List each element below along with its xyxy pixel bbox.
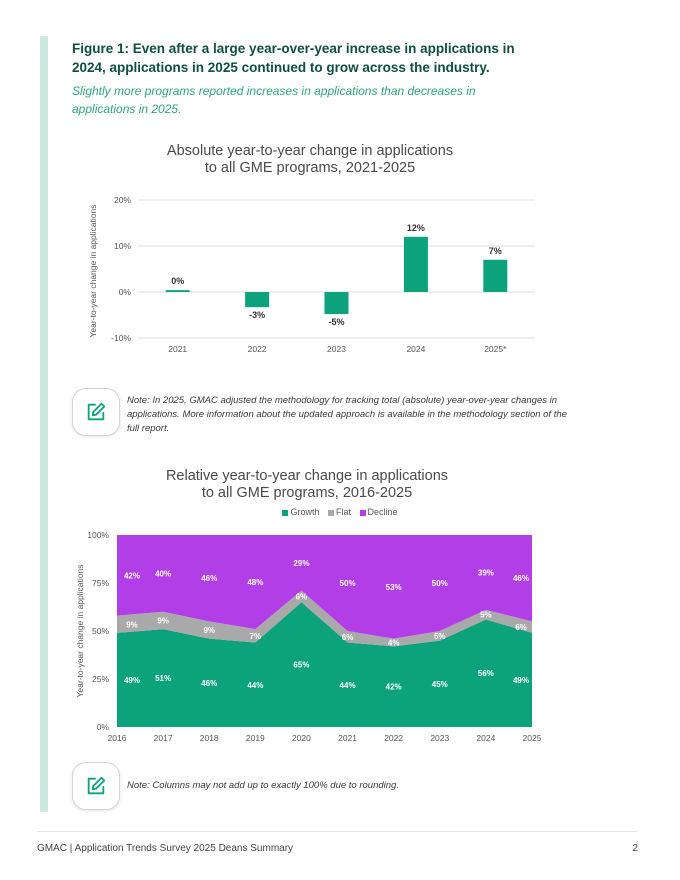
legend-label-growth: Growth xyxy=(290,507,320,517)
x-tick-label: 2025* xyxy=(484,344,507,354)
footer-source: GMAC | Application Trends Survey 2025 De… xyxy=(37,843,294,854)
x-tick-label: 2022 xyxy=(248,344,267,354)
area-data-label-flat: 9% xyxy=(203,626,215,635)
area-chart-title-line2: to all GME programs, 2016-2025 xyxy=(201,485,413,501)
bar-data-label: -3% xyxy=(249,310,265,320)
area-data-label-flat: 5% xyxy=(434,632,446,641)
legend-item-flat: Flat xyxy=(327,507,351,517)
page-number: 2 xyxy=(632,843,638,854)
area-data-label-decline: 50% xyxy=(432,579,448,588)
bar-2023 xyxy=(324,292,349,315)
y-tick-label: 75% xyxy=(92,578,109,588)
area-data-label-decline: 42% xyxy=(124,571,140,580)
bar-chart-title: Absolute year-to-year change in applicat… xyxy=(110,143,510,177)
y-tick-label: 50% xyxy=(92,626,109,636)
bar-data-label: 0% xyxy=(171,276,184,286)
edit-note-icon xyxy=(87,402,106,421)
legend-swatch-growth xyxy=(282,509,289,516)
area-data-label-growth: 51% xyxy=(155,674,171,683)
area-data-label-growth: 49% xyxy=(124,676,140,685)
note-icon-box-2 xyxy=(72,762,120,810)
y-tick-label: 0% xyxy=(119,287,132,297)
area-data-label-decline: 50% xyxy=(340,579,356,588)
x-tick-label: 2024 xyxy=(476,733,495,743)
area-chart-legend: Growth Flat Decline xyxy=(0,507,680,517)
legend-label-flat: Flat xyxy=(335,507,351,517)
area-data-label-growth: 45% xyxy=(432,680,448,689)
x-tick-label: 2018 xyxy=(200,733,219,743)
note-icon-box xyxy=(72,388,120,436)
bar-2025 xyxy=(483,259,508,292)
y-tick-label: 20% xyxy=(114,195,131,205)
legend-item-growth: Growth xyxy=(282,507,319,517)
y-tick-label: 0% xyxy=(97,722,110,732)
area-data-label-flat: 4% xyxy=(388,639,400,648)
area-data-label-flat: 6% xyxy=(342,633,354,642)
y-tick-label: 25% xyxy=(92,674,109,684)
area-data-label-growth: 49% xyxy=(513,676,529,685)
area-data-label-growth: 65% xyxy=(293,661,309,670)
area-data-label-decline: 46% xyxy=(201,574,217,583)
legend-item-decline: Decline xyxy=(359,507,398,517)
area-data-label-growth: 56% xyxy=(478,669,494,678)
area-decline xyxy=(117,535,532,639)
y-tick-label: 10% xyxy=(114,241,131,251)
legend-label-decline: Decline xyxy=(367,507,398,517)
y-axis-label: Year-to-year change in applications xyxy=(88,205,98,338)
x-tick-label: 2022 xyxy=(384,733,403,743)
x-tick-label: 2019 xyxy=(246,733,265,743)
x-tick-label: 2025 xyxy=(523,733,542,743)
area-chart-title: Relative year-to-year change in applicat… xyxy=(107,468,507,502)
x-tick-label: 2023 xyxy=(327,344,346,354)
area-data-label-decline: 39% xyxy=(478,568,494,577)
x-tick-label: 2017 xyxy=(154,733,173,743)
x-tick-label: 2021 xyxy=(338,733,357,743)
methodology-note: Note: In 2025, GMAC adjusted the methodo… xyxy=(127,395,567,434)
bar-data-label: 7% xyxy=(489,246,502,256)
figure-subtitle: Slightly more programs reported increase… xyxy=(72,84,476,116)
footer-divider xyxy=(37,831,637,832)
area-data-label-growth: 46% xyxy=(201,679,217,688)
area-data-label-decline: 48% xyxy=(247,578,263,587)
legend-swatch-decline xyxy=(359,509,366,516)
bar-2024 xyxy=(403,236,428,292)
area-data-label-decline: 29% xyxy=(293,559,309,568)
bar-2022 xyxy=(245,292,270,308)
area-flat xyxy=(117,590,532,647)
area-growth xyxy=(117,602,532,727)
area-data-label-flat: 9% xyxy=(157,616,169,625)
area-data-label-growth: 42% xyxy=(386,683,402,692)
bar-data-label: -5% xyxy=(328,317,344,327)
accent-sidebar xyxy=(40,36,48,812)
edit-note-icon xyxy=(87,776,106,795)
x-tick-label: 2016 xyxy=(108,733,127,743)
area-data-label-flat: 5% xyxy=(480,611,492,620)
area-data-label-flat: 7% xyxy=(250,632,262,641)
x-tick-label: 2023 xyxy=(430,733,449,743)
area-data-label-decline: 53% xyxy=(386,583,402,592)
bar-2021 xyxy=(165,290,190,292)
x-tick-label: 2020 xyxy=(292,733,311,743)
area-data-label-decline: 40% xyxy=(155,569,171,578)
x-tick-label: 2024 xyxy=(406,344,425,354)
bar-chart-title-line1: Absolute year-to-year change in applicat… xyxy=(166,143,454,159)
figure-title: Figure 1: Even after a large year-over-y… xyxy=(72,41,515,75)
legend-swatch-flat xyxy=(327,509,334,516)
x-tick-label: 2021 xyxy=(168,344,187,354)
area-data-label-decline: 46% xyxy=(513,574,529,583)
area-data-label-flat: 6% xyxy=(296,592,308,601)
area-data-label-flat: 6% xyxy=(515,623,527,632)
y-axis-label: Year-to-year change in applications xyxy=(75,565,85,698)
rounding-note: Note: Columns may not add up to exactly … xyxy=(127,780,399,791)
y-tick-label: -10% xyxy=(111,333,131,343)
bar-chart-title-line2: to all GME programs, 2021-2025 xyxy=(204,160,416,176)
area-data-label-growth: 44% xyxy=(247,681,263,690)
y-tick-label: 100% xyxy=(87,530,109,540)
bar-data-label: 12% xyxy=(407,223,425,233)
area-data-label-growth: 44% xyxy=(340,681,356,690)
area-chart-title-line1: Relative year-to-year change in applicat… xyxy=(165,468,449,484)
area-data-label-flat: 9% xyxy=(126,620,138,629)
